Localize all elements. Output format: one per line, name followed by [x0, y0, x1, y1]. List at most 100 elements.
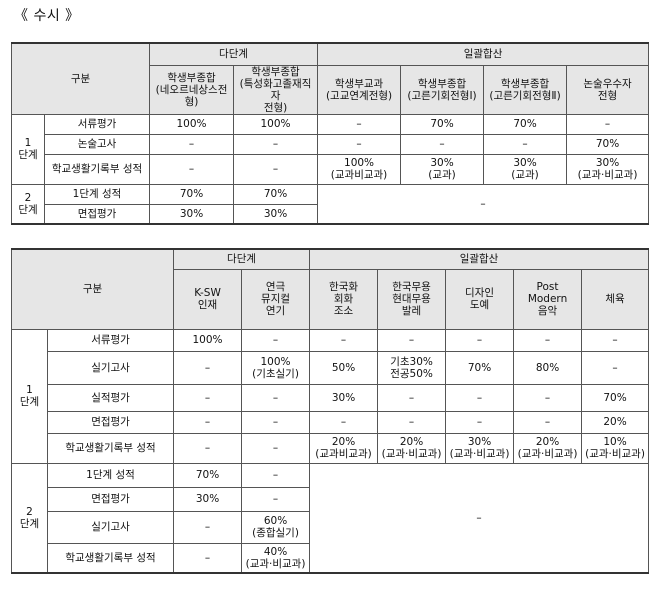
- cell: 20% (교과·비교과): [513, 432, 583, 464]
- cell: –: [173, 432, 243, 464]
- stage-label: 1 단계: [11, 113, 45, 185]
- cell: 100%: [173, 328, 243, 352]
- cell: –: [566, 113, 650, 135]
- cell: 40% (교과·비교과): [241, 542, 311, 574]
- admission-table-2: 구분 다단계 일괄합산 K-SW 인재 연극 뮤지컬 연기 한국화 회화 조소 …: [10, 248, 650, 574]
- row-label: 실적평가: [46, 383, 175, 412]
- cell: –: [513, 383, 583, 412]
- col-header: 학생부종합 (고른기회전형Ⅱ): [483, 64, 568, 115]
- cell: –: [173, 410, 243, 434]
- cell: 30% (교과): [400, 153, 485, 185]
- cell: 70%: [173, 462, 243, 488]
- cell: 30% (교과·비교과): [566, 153, 650, 185]
- row-label: 실기고사: [46, 350, 175, 385]
- row-label: 논술고사: [43, 133, 151, 155]
- cell: 30% (교과): [483, 153, 568, 185]
- table-row: 학교생활기록부 성적 – – 100% (교과비교과) 30% (교과) 30%…: [12, 153, 650, 185]
- row-label: 서류평가: [43, 113, 151, 135]
- row-label: 1단계 성적: [46, 462, 175, 488]
- cell: 20%: [581, 410, 650, 434]
- cell: –: [513, 410, 583, 434]
- cell: 60% (종합실기): [241, 510, 311, 544]
- cell: –: [149, 153, 235, 185]
- cell: –: [377, 410, 447, 434]
- cell: 30%: [173, 486, 243, 512]
- col-header: 학생부종합 (특성화고졸재직자 전형): [233, 64, 319, 115]
- col-header: 학생부종합 (고른기회전형Ⅰ): [400, 64, 485, 115]
- cell: 70%: [149, 183, 235, 205]
- row-label: 면접평가: [46, 486, 175, 512]
- table-row: 실기고사 – 100% (기초실기) 50% 기초30% 전공50% 70% 8…: [12, 350, 650, 385]
- cell: 80%: [513, 350, 583, 385]
- merged-dash-cell: –: [309, 462, 650, 574]
- cell: –: [233, 153, 319, 185]
- row-label: 학교생활기록부 성적: [46, 432, 175, 464]
- gubun-header: 구분: [10, 42, 151, 115]
- cell: –: [581, 350, 650, 385]
- col-header: 학생부교과 (고교연계전형): [317, 64, 402, 115]
- cell: 100% (교과비교과): [317, 153, 402, 185]
- cell: 10% (교과·비교과): [581, 432, 650, 464]
- merged-dash-cell: –: [317, 183, 650, 225]
- table-row: 1 단계 서류평가 100% 100% – 70% 70% –: [11, 113, 650, 185]
- row-label: 학교생활기록부 성적: [43, 153, 151, 185]
- cell: –: [149, 133, 235, 155]
- cell: –: [173, 383, 243, 412]
- cell: –: [241, 462, 311, 488]
- cell: 30%: [149, 203, 235, 225]
- table-row: 논술고사 – – – – – 70%: [12, 133, 650, 155]
- row-label: 면접평가: [43, 203, 151, 225]
- cell: 20% (교과비교과): [309, 432, 379, 464]
- cell: –: [445, 328, 515, 352]
- table-row: 1 단계 서류평가 100% – – – – – –: [11, 328, 650, 464]
- row-label: 면접평가: [46, 410, 175, 434]
- cell: –: [173, 542, 243, 574]
- cell: 70%: [445, 350, 515, 385]
- cell: 100%: [233, 113, 319, 135]
- gubun-header: 구분: [10, 248, 175, 330]
- col-header: 연극 뮤지컬 연기: [241, 268, 311, 330]
- admission-table-1: 구분 다단계 일괄합산 학생부종합 (네오르네상스전형) 학생부종합 (특성화고…: [10, 42, 650, 225]
- group-header-dadan: 다단계: [149, 42, 319, 66]
- table-row: 면접평가 30% 30%: [12, 203, 649, 225]
- cell: 30%: [309, 383, 379, 412]
- table-row: 학교생활기록부 성적 – – 20% (교과비교과) 20% (교과·비교과) …: [12, 432, 650, 464]
- table-row: 실적평가 – – 30% – – – 70%: [12, 383, 650, 412]
- cell: –: [241, 328, 311, 352]
- cell: –: [241, 486, 311, 512]
- cell: –: [233, 133, 319, 155]
- cell: –: [309, 410, 379, 434]
- cell: –: [445, 383, 515, 412]
- col-header: Post Modern 음악: [513, 268, 583, 330]
- cell: 50%: [309, 350, 379, 385]
- col-header: 체육: [581, 268, 650, 330]
- group-header-ilgwal: 일괄합산: [309, 248, 650, 270]
- cell: –: [241, 383, 311, 412]
- table-row: 면접평가 30% –: [12, 486, 649, 512]
- table-row: 2 단계 1단계 성적 70% – –: [11, 462, 650, 574]
- row-label: 실기고사: [46, 510, 175, 544]
- cell: 30%: [233, 203, 319, 225]
- stage-label: 1 단계: [11, 328, 48, 464]
- cell: –: [513, 328, 583, 352]
- cell: 기초30% 전공50%: [377, 350, 447, 385]
- table-row: 2 단계 1단계 성적 70% 70% –: [11, 183, 650, 225]
- cell: 100% (기초실기): [241, 350, 311, 385]
- col-header: 디자인 도예: [445, 268, 515, 330]
- cell: –: [317, 133, 402, 155]
- row-label: 학교생활기록부 성적: [46, 542, 175, 574]
- table-row: 학교생활기록부 성적 – 40% (교과·비교과): [12, 542, 649, 574]
- table-row: 면접평가 – – – – – – 20%: [12, 410, 650, 434]
- stage-label: 2 단계: [11, 183, 45, 225]
- col-header: 학생부종합 (네오르네상스전형): [149, 64, 235, 115]
- cell: 20% (교과·비교과): [377, 432, 447, 464]
- col-header: 한국무용 현대무용 발레: [377, 268, 447, 330]
- col-header: 논술우수자 전형: [566, 64, 650, 115]
- cell: –: [173, 510, 243, 544]
- cell: 70%: [566, 133, 650, 155]
- cell: –: [317, 113, 402, 135]
- cell: 70%: [483, 113, 568, 135]
- cell: –: [377, 328, 447, 352]
- cell: 70%: [581, 383, 650, 412]
- cell: –: [581, 328, 650, 352]
